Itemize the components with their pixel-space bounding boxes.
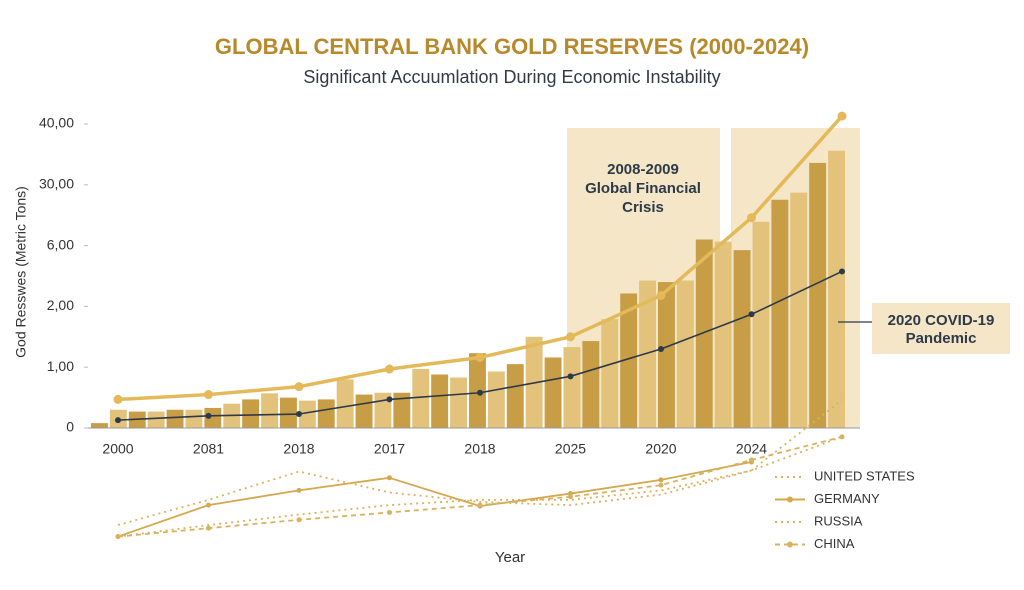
line-point <box>477 502 483 508</box>
annotation: Pandemic <box>906 330 977 347</box>
line-point <box>477 389 483 396</box>
line-point <box>385 364 394 374</box>
line-point <box>567 373 574 380</box>
annotation: 2008-2009 <box>607 161 679 178</box>
bar <box>828 150 845 428</box>
bar <box>676 280 694 428</box>
bar <box>487 371 505 428</box>
line-point <box>115 417 121 424</box>
legend-label: GERMANY <box>814 491 880 506</box>
line-point <box>658 345 664 352</box>
bar <box>658 282 675 428</box>
line-point <box>296 487 302 493</box>
annotation: Global Financial <box>585 180 701 197</box>
bar <box>185 409 203 428</box>
x-tick-label: 2018 <box>283 441 314 457</box>
legend-marker <box>787 496 793 503</box>
legend-marker <box>787 541 793 548</box>
line-point <box>839 268 845 275</box>
y-tick-label: 0 <box>66 419 74 435</box>
line-point <box>294 382 304 392</box>
line-point <box>839 434 845 440</box>
chart-subtitle: Significant Accuumlation During Economic… <box>303 67 720 87</box>
line-point <box>113 394 123 404</box>
line-point <box>656 290 666 300</box>
x-tick-label: 2018 <box>464 441 495 457</box>
x-axis-title: Year <box>495 549 525 566</box>
line <box>117 461 752 538</box>
x-tick-label: 2017 <box>374 441 405 457</box>
y-tick-label: 30,00 <box>39 176 74 192</box>
annotation: 2020 COVID-19 <box>888 312 995 329</box>
x-tick-label: 2000 <box>102 441 133 457</box>
line-point <box>837 111 847 121</box>
line-point <box>658 482 664 488</box>
bar <box>91 423 108 428</box>
x-tick-label: 2081 <box>193 441 224 457</box>
line-point <box>566 332 575 342</box>
x-tick-label: 2025 <box>555 441 586 457</box>
line-point <box>204 390 213 400</box>
line-point <box>206 525 211 531</box>
bar <box>298 400 316 428</box>
line <box>117 399 843 526</box>
line-point <box>748 311 755 318</box>
bar <box>582 341 600 428</box>
line-point <box>296 517 302 523</box>
legend-label: UNITED STATES <box>814 468 915 483</box>
bar <box>752 221 770 428</box>
bar <box>450 377 467 428</box>
bar <box>393 392 411 428</box>
line-point <box>475 352 485 362</box>
bar <box>790 192 808 428</box>
line-point <box>386 396 393 403</box>
bar <box>563 347 581 428</box>
bar <box>166 409 184 428</box>
bar <box>412 369 430 428</box>
bar <box>336 379 354 428</box>
bar <box>771 199 789 428</box>
bar <box>431 374 449 428</box>
line-point <box>658 477 664 483</box>
legend-label: CHINA <box>814 536 855 551</box>
y-tick-label: 40,00 <box>39 115 74 131</box>
line <box>117 436 843 538</box>
bar <box>809 162 827 429</box>
bar <box>261 393 278 428</box>
bar <box>317 399 335 428</box>
line-point <box>747 213 756 223</box>
bar <box>242 399 260 428</box>
bar <box>355 394 373 428</box>
line-point <box>749 457 754 463</box>
y-tick-label: 1,00 <box>47 358 74 374</box>
chart-title: GLOBAL CENTRAL BANK GOLD RESERVES (2000-… <box>215 34 809 59</box>
line-point <box>205 412 212 419</box>
bar <box>695 239 713 428</box>
line-point <box>387 475 392 481</box>
x-tick-label: 2020 <box>645 441 676 457</box>
y-tick-label: 2,00 <box>47 297 74 313</box>
line-point <box>206 502 211 508</box>
annotation-box <box>872 303 1010 354</box>
bar <box>620 293 638 428</box>
x-tick-label: 2024 <box>736 441 767 457</box>
y-tick-label: 6,00 <box>47 236 74 252</box>
bar <box>639 280 656 428</box>
annotation: Crisis <box>622 199 664 216</box>
bar <box>469 353 486 428</box>
bar <box>147 411 165 428</box>
bar <box>601 319 619 428</box>
line-point <box>387 509 392 515</box>
line-point <box>115 534 121 540</box>
bar <box>506 364 524 428</box>
bar <box>544 357 562 428</box>
line-point <box>568 494 573 500</box>
line-point <box>296 411 302 418</box>
bar <box>714 241 732 428</box>
y-axis-title: God Resswes (Metric Tons) <box>13 186 29 358</box>
bar <box>280 397 297 428</box>
legend-label: RUSSIA <box>814 513 863 528</box>
bar <box>733 250 751 428</box>
